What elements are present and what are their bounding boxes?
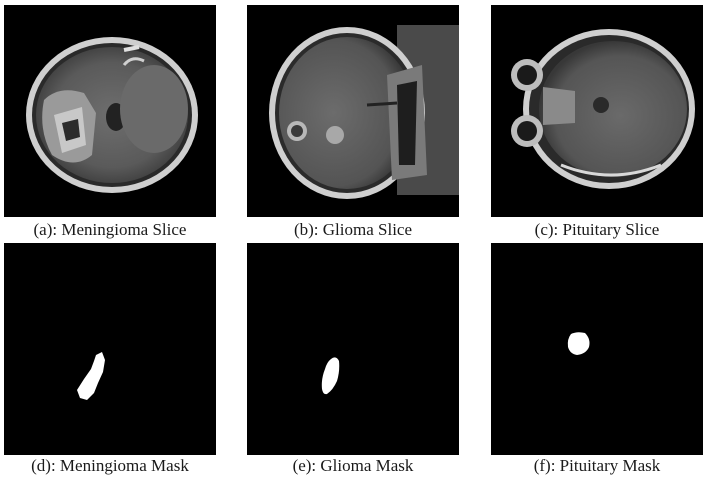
pituitary-slice-image — [491, 5, 703, 217]
glioma-slice-image — [247, 5, 459, 217]
meningioma-slice-image — [4, 5, 216, 217]
meningioma-slice-graphic — [26, 37, 198, 193]
pituitary-mask-image — [491, 243, 703, 455]
meningioma-mask-region — [77, 352, 105, 400]
caption-meningioma-mask: (d): Meningioma Mask — [31, 456, 189, 475]
meningioma-mask-graphic — [77, 352, 105, 400]
pituitary-slice-graphic — [511, 29, 695, 189]
caption-meningioma-slice: (a): Meningioma Slice — [33, 220, 187, 239]
glioma-mask-region — [321, 357, 340, 395]
glioma-mask-graphic — [321, 357, 340, 395]
pituitary-mask-graphic — [567, 332, 590, 355]
caption-pituitary-slice: (c): Pituitary Slice — [534, 220, 660, 239]
pituitary-mask-region — [567, 332, 590, 355]
caption-glioma-mask: (e): Glioma Mask — [292, 456, 414, 475]
glioma-slice-graphic — [269, 25, 459, 199]
caption-glioma-slice: (b): Glioma Slice — [293, 220, 413, 239]
glioma-mask-image — [247, 243, 459, 455]
caption-pituitary-mask: (f): Pituitary Mask — [533, 456, 661, 475]
meningioma-mask-image — [4, 243, 216, 455]
